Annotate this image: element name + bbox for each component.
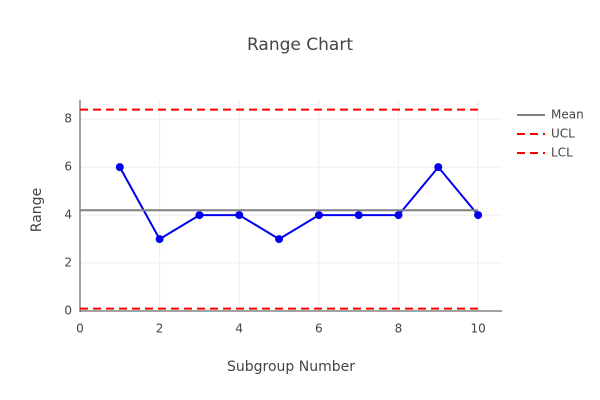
marker [474,211,483,220]
legend-label: LCL [551,146,573,160]
y-axis-title: Range [29,188,45,232]
legend-label: Mean [551,108,584,122]
x-tick-label: 4 [235,322,243,336]
x-tick-label: 10 [470,322,485,336]
marker [434,163,443,172]
x-tick-label: 0 [76,322,84,336]
y-tick-label: 8 [64,112,72,126]
marker [394,211,403,220]
x-tick-label: 8 [395,322,403,336]
y-tick-label: 2 [64,256,72,270]
marker [314,211,323,220]
marker [275,235,284,244]
series-line [118,165,479,241]
x-tick-label: 2 [156,322,164,336]
chart-title: Range Chart [247,35,353,55]
marker [115,163,124,172]
y-tick-label: 0 [64,304,72,318]
marker [155,235,164,244]
x-axis-title: Subgroup Number [227,359,355,375]
y-tick-label: 6 [64,160,72,174]
marker [195,211,204,220]
marker [235,211,244,220]
legend-label: UCL [551,127,575,141]
x-tick-label: 6 [315,322,323,336]
marker [354,211,363,220]
y-tick-label: 4 [64,208,72,222]
